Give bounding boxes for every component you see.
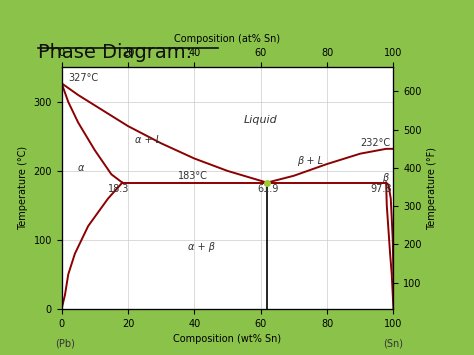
Text: (Pb): (Pb) <box>55 339 75 349</box>
Text: Liquid: Liquid <box>244 115 278 125</box>
Text: β + L: β + L <box>297 156 323 166</box>
Text: α + β: α + β <box>188 242 215 252</box>
Text: Phase Diagram:: Phase Diagram: <box>38 43 192 62</box>
Text: 232°C: 232°C <box>360 138 391 148</box>
Text: (Sn): (Sn) <box>383 339 403 349</box>
Text: 18.3: 18.3 <box>108 184 129 193</box>
Text: 61.9: 61.9 <box>257 184 279 193</box>
Text: 183°C: 183°C <box>178 171 208 181</box>
Text: α + L: α + L <box>135 135 161 145</box>
Text: 327°C: 327°C <box>68 73 99 83</box>
Text: 97.8: 97.8 <box>370 184 392 193</box>
Y-axis label: Temperature (°F): Temperature (°F) <box>427 147 437 230</box>
Text: α: α <box>78 163 84 173</box>
X-axis label: Composition (at% Sn): Composition (at% Sn) <box>174 34 281 44</box>
Y-axis label: Temperature (°C): Temperature (°C) <box>18 146 28 230</box>
X-axis label: Composition (wt% Sn): Composition (wt% Sn) <box>173 334 282 344</box>
Text: β: β <box>382 173 388 183</box>
